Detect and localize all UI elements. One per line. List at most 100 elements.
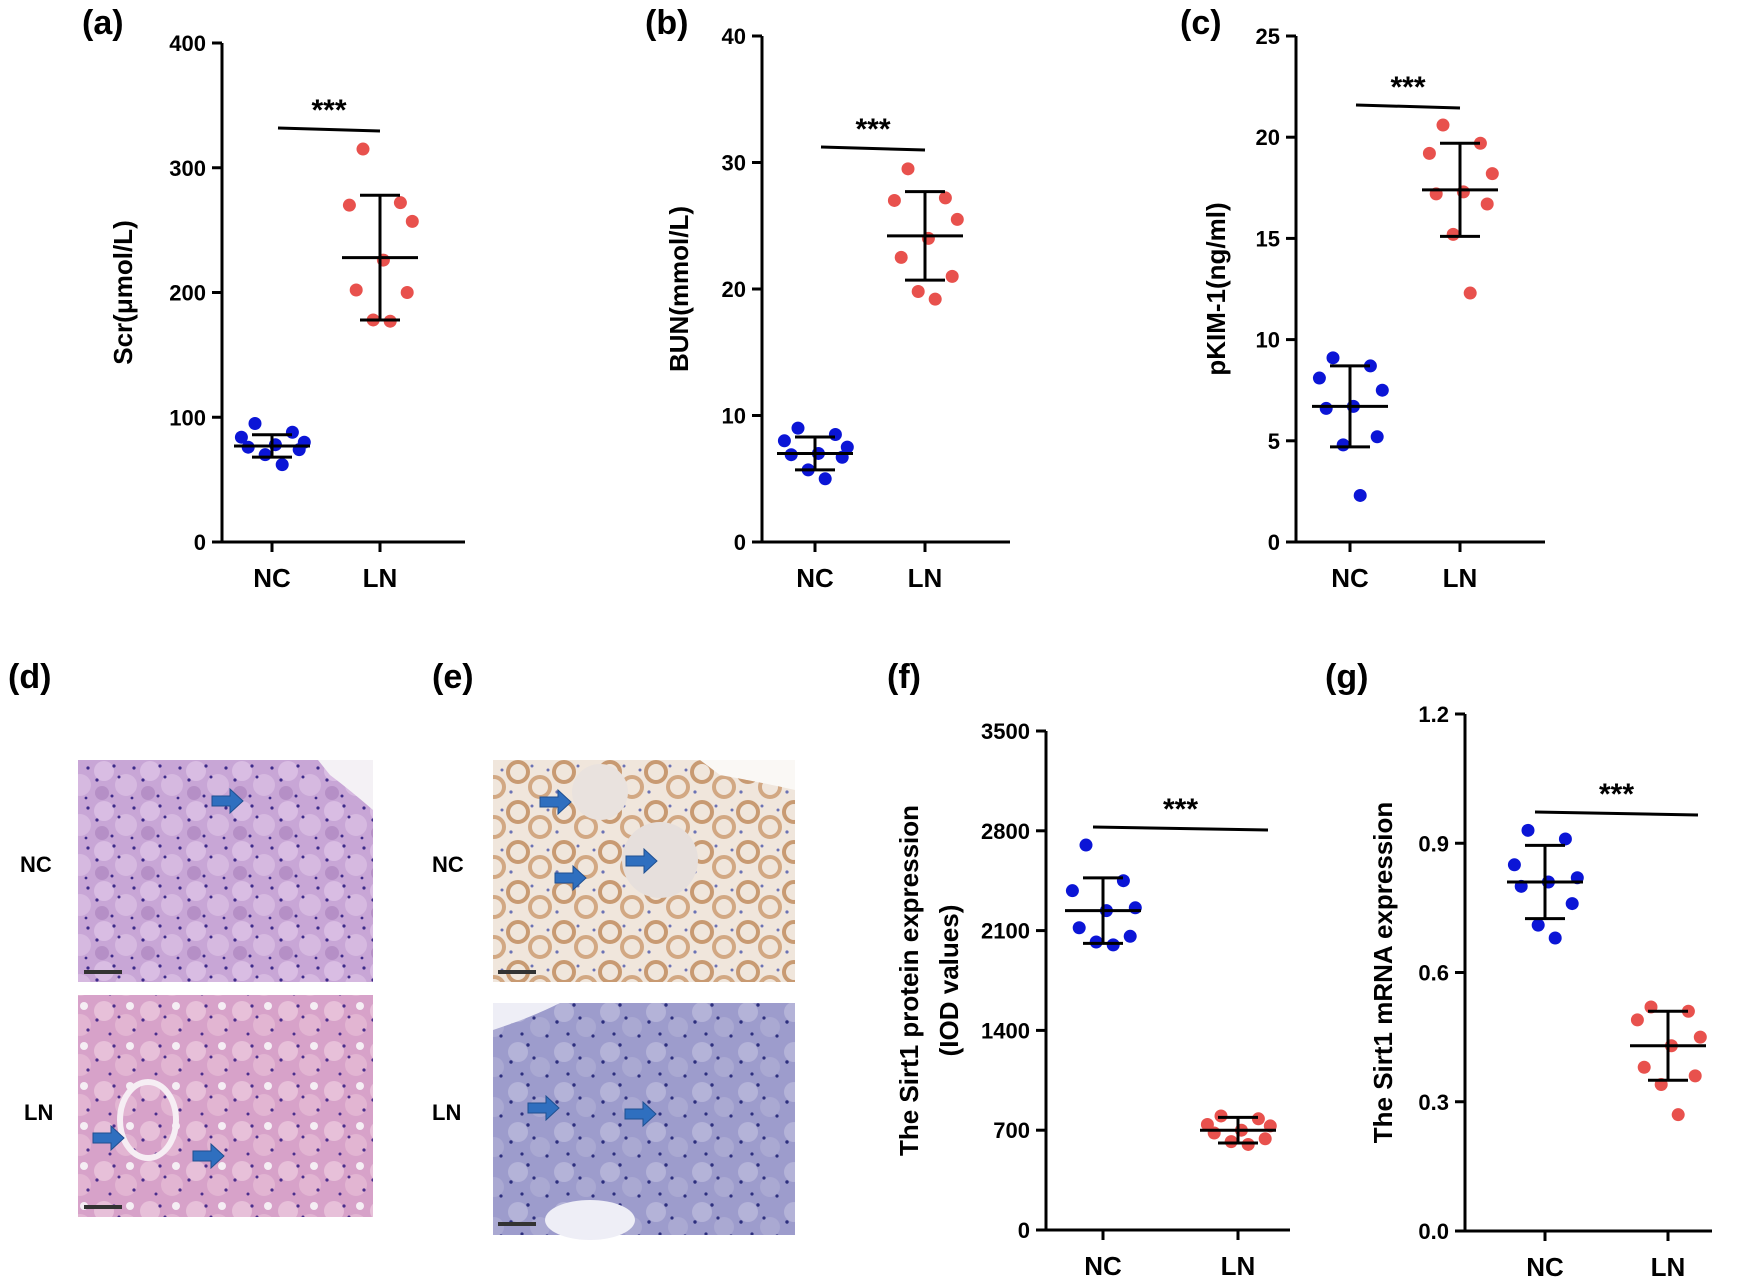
- y-tick-label: 1.2: [1418, 702, 1449, 727]
- significance-label: ***: [855, 113, 890, 146]
- y-tick-label: 40: [722, 24, 746, 49]
- x-tick-label: NC: [253, 563, 291, 593]
- data-point-nc: [234, 430, 248, 444]
- y-tick-label: 0: [1268, 530, 1280, 555]
- he-ln-image: [78, 995, 373, 1217]
- panel-label-c: (c): [1180, 4, 1222, 42]
- y-tick-label: 1400: [981, 1018, 1030, 1043]
- y-axis-label-line2: (IOD values): [934, 905, 964, 1057]
- data-point-nc: [275, 458, 289, 472]
- data-point-ln: [945, 269, 959, 283]
- data-point-ln: [901, 162, 915, 176]
- x-tick-label: NC: [1526, 1252, 1564, 1279]
- data-point-nc: [1558, 832, 1572, 846]
- x-tick-label: LN: [1651, 1252, 1686, 1279]
- panel-label-d: (d): [8, 658, 51, 696]
- he-ln-glomerulus: [117, 1079, 179, 1161]
- y-axis-label: BUN(mmol/L): [664, 206, 694, 372]
- data-point-nc: [1531, 918, 1545, 932]
- data-point-nc: [828, 427, 842, 441]
- y-tick-label: 20: [1256, 125, 1280, 150]
- panel-label-b: (b): [645, 4, 688, 42]
- panel-label-a: (a): [82, 4, 124, 42]
- ihc-nc-glomerulus: [572, 764, 628, 820]
- y-tick-label: 0.0: [1418, 1219, 1449, 1244]
- y-tick-label: 400: [169, 31, 206, 56]
- significance-bar: [1534, 810, 1699, 817]
- significance-bar: [820, 145, 926, 152]
- data-point-nc: [248, 416, 262, 430]
- y-tick-label: 5: [1268, 429, 1280, 454]
- data-point-nc: [1521, 823, 1535, 837]
- data-point-ln: [1637, 1060, 1651, 1074]
- data-point-ln: [1251, 1112, 1265, 1126]
- data-point-nc: [791, 421, 805, 435]
- y-tick-label: 15: [1256, 226, 1280, 251]
- y-axis-label: Scr(μmol/L): [108, 220, 138, 364]
- data-point-nc: [1079, 838, 1093, 852]
- y-tick-label: 3500: [981, 719, 1030, 744]
- he-nc-background: [318, 760, 373, 810]
- data-point-nc: [285, 425, 299, 439]
- y-tick-label: 2800: [981, 819, 1030, 844]
- data-point-ln: [1671, 1108, 1685, 1122]
- data-point-ln: [911, 285, 925, 299]
- y-tick-label: 0: [194, 530, 206, 555]
- row-label-ln: LN: [24, 1100, 53, 1125]
- x-tick-label: LN: [363, 563, 398, 593]
- data-point-nc: [1072, 921, 1086, 935]
- chart-panel-a: (a) 0 100 200 300 400 NC LN Scr(μmol/L) ***: [82, 4, 465, 593]
- panel-label-f: (f): [887, 658, 921, 696]
- data-point-nc: [1336, 438, 1350, 452]
- data-point-nc: [777, 434, 791, 448]
- x-tick-label: LN: [908, 563, 943, 593]
- row-label-ln: LN: [432, 1100, 461, 1125]
- y-tick-label: 0.9: [1418, 831, 1449, 856]
- chart-panel-f: (f) 0 700 1400 2100 2800 3500 NC LN The Sirt1 pr…: [887, 658, 1290, 1279]
- chart-panel-g: (g) 0.0 0.3 0.6 0.9 1.2 NC LN The Sirt1 mRNA ex…: [1325, 658, 1712, 1279]
- data-point-ln: [349, 283, 363, 297]
- scale-bar: [498, 970, 536, 1226]
- y-tick-label: 100: [169, 405, 206, 430]
- data-point-nc: [1128, 901, 1142, 915]
- y-tick-label: 10: [722, 404, 746, 429]
- data-point-ln: [950, 212, 964, 226]
- row-label-nc: NC: [432, 852, 464, 877]
- chart-panel-b: (b) 0 10 20 30 40 NC LN BUN(mmol/L) ***: [645, 4, 1010, 593]
- data-point-nc: [258, 448, 272, 462]
- micrograph-panel-e: (e) NC LN: [432, 658, 795, 1240]
- scale-bar: [84, 970, 122, 1209]
- data-point-ln: [1422, 146, 1436, 160]
- data-point-nc: [1312, 371, 1326, 385]
- significance-bar: [277, 126, 381, 133]
- significance-label: ***: [1599, 778, 1634, 811]
- y-tick-label: 10: [1256, 328, 1280, 353]
- y-tick-label: 0: [734, 530, 746, 555]
- y-axis-label: pKIM-1(ng/ml): [1201, 202, 1231, 375]
- data-point-ln: [1630, 1013, 1644, 1027]
- he-nc-image: [78, 760, 373, 982]
- data-point-nc: [818, 472, 832, 486]
- y-tick-label: 0.6: [1418, 961, 1449, 986]
- ihc-nc-glomerulus: [622, 822, 698, 898]
- data-point-ln: [1688, 1069, 1702, 1083]
- significance-label: ***: [1163, 793, 1198, 826]
- data-point-ln: [393, 196, 407, 210]
- data-point-ln: [400, 286, 414, 299]
- y-tick-label: 2100: [981, 919, 1030, 944]
- data-point-ln: [1446, 227, 1460, 241]
- ihc-ln-background: [493, 1003, 560, 1030]
- data-point-nc: [1548, 931, 1562, 945]
- data-point-ln: [1436, 118, 1450, 132]
- data-point-ln: [1485, 167, 1499, 181]
- significance-bar: [1092, 825, 1269, 832]
- significance-bar: [1355, 103, 1461, 110]
- data-point-ln: [1258, 1132, 1272, 1146]
- x-tick-label: NC: [1331, 563, 1369, 593]
- y-tick-label: 20: [722, 277, 746, 302]
- data-point-ln: [1681, 1004, 1695, 1018]
- significance-label: ***: [1390, 71, 1425, 104]
- data-point-nc: [1370, 430, 1384, 444]
- data-point-ln: [928, 292, 942, 306]
